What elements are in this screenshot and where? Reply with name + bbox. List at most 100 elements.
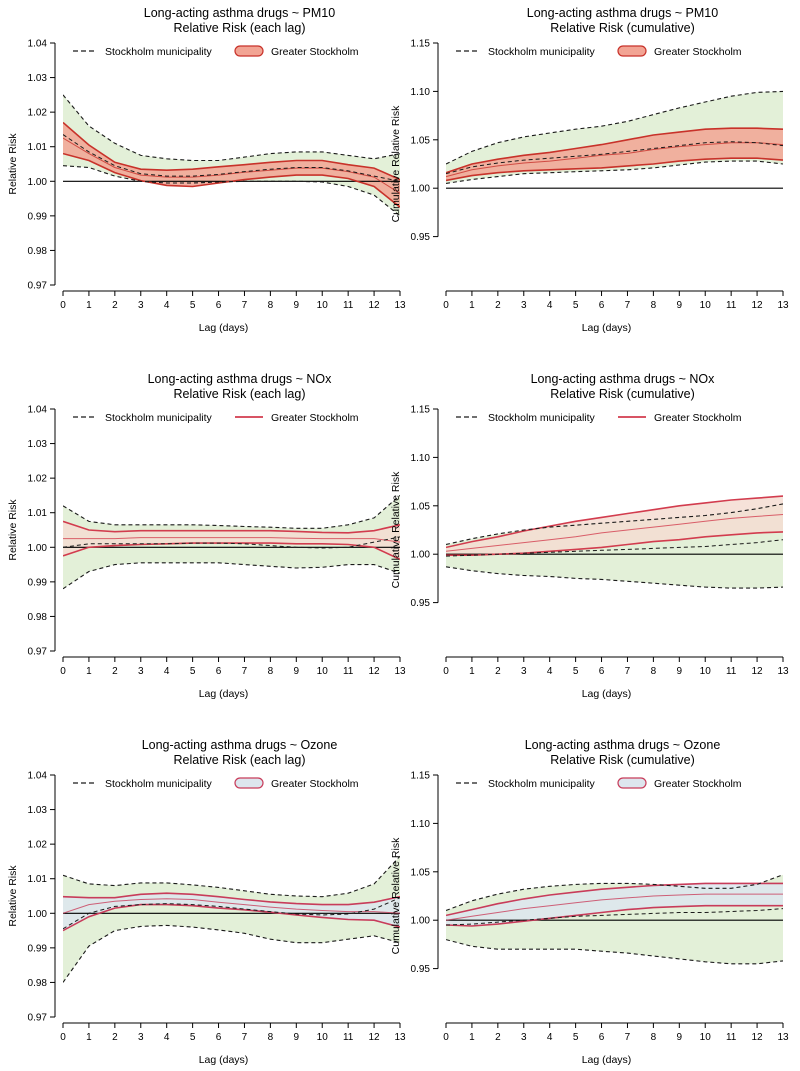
- ozone-each-title: Long-acting asthma drugs ~ Ozone: [142, 738, 338, 752]
- pm10-each-y-label: Relative Risk: [7, 133, 19, 195]
- nox-cum-municipality-upper-line: [446, 503, 783, 546]
- pm10-cum-x-tick-label: 11: [726, 300, 737, 311]
- pm10-each-x-tick-label: 2: [112, 300, 118, 311]
- pm10-cum-greater-estimate-line: [446, 142, 783, 178]
- nox-each-y-tick-label: 1.02: [28, 474, 48, 485]
- ozone-each-y-tick-label: 1.00: [28, 909, 48, 920]
- pm10-cum-municipality-upper-line: [446, 90, 783, 165]
- ozone-each-x-tick-label: 7: [242, 1032, 248, 1043]
- pm10-cum-x-tick-label: 3: [521, 300, 527, 311]
- ozone-cum-greater-lower-line: [446, 904, 783, 927]
- nox-each-greater-estimate-line: [63, 537, 400, 543]
- nox-cum-y-tick-label: 1.05: [411, 501, 431, 512]
- pm10-each-x-tick-label: 1: [86, 300, 92, 311]
- pm10-cum-greater-upper-line: [446, 127, 783, 174]
- ozone-cum-plot-area: [446, 874, 783, 965]
- ozone-each-x-label: Lag (days): [199, 1054, 249, 1066]
- pm10-cum-legend-municipality-label: Stockholm municipality: [488, 46, 596, 58]
- pm10-each-plot-area: [63, 94, 400, 217]
- nox-cum-x-tick-label: 2: [495, 666, 501, 677]
- nox-cum-panel: 0.951.001.051.101.150 1 2 3 4 5 6 7 8 9 10 11 12 13Lo…: [390, 372, 789, 700]
- nox-each-x-tick-label: 0: [60, 666, 66, 677]
- pm10-each-y-tick-label: 0.99: [28, 211, 48, 222]
- nox-each-title: Long-acting asthma drugs ~ NOx: [148, 372, 333, 386]
- pm10-cum-x-tick-label: 9: [677, 300, 683, 311]
- nox-cum-legend-municipality-label: Stockholm municipality: [488, 412, 596, 424]
- ozone-cum-x-tick-label: 3: [521, 1032, 527, 1043]
- pm10-cum-y-tick-label: 1.00: [411, 184, 431, 195]
- ozone-each-x-tick-label: 13: [394, 1032, 406, 1043]
- pm10-each-y-tick-label: 1.04: [28, 39, 48, 50]
- ozone-each-x-tick-label: 4: [164, 1032, 170, 1043]
- nox-each-y-tick-label: 1.03: [28, 439, 48, 450]
- pm10-each-y-tick-label: 1.03: [28, 73, 48, 84]
- pm10-cum-municipality-lower-line: [446, 160, 783, 184]
- pm10-cum-x-tick-label: 1: [469, 300, 475, 311]
- ozone-cum-y-tick-label: 1.15: [411, 771, 431, 782]
- pm10-cum-y-tick-label: 1.10: [411, 87, 431, 98]
- ozone-each-y-tick-label: 1.01: [28, 874, 48, 885]
- pm10-cum-municipality-estimate-line: [446, 141, 783, 175]
- ozone-each-panel: 0.970.980.991.001.011.021.031.040 1 2 3 4 5 6 7…: [7, 738, 406, 1066]
- pm10-each-x-tick-label: 9: [294, 300, 300, 311]
- pm10-each-title: Long-acting asthma drugs ~ PM10: [144, 6, 335, 20]
- pm10-each-x-tick-label: 6: [216, 300, 222, 311]
- ozone-cum-x-tick-label: 1: [469, 1032, 475, 1043]
- pm10-cum-x-tick-label: 8: [651, 300, 657, 311]
- pm10-each-y-tick-label: 0.98: [28, 246, 48, 257]
- ozone-cum-y-tick-label: 1.05: [411, 867, 431, 878]
- nox-each-x-tick-label: 7: [242, 666, 248, 677]
- ozone-cum-x-tick-label: 6: [599, 1032, 605, 1043]
- pm10-each-legend-greater-label: Greater Stockholm: [271, 46, 359, 58]
- ozone-each-x-tick-label: 9: [294, 1032, 300, 1043]
- nox-each-x-tick-label: 12: [369, 666, 381, 677]
- nox-each-legend-municipality-label: Stockholm municipality: [105, 412, 213, 424]
- nox-cum-x-tick-label: 6: [599, 666, 605, 677]
- pm10-cum-y-tick-label: 1.15: [411, 39, 431, 50]
- nox-each-x-tick-label: 5: [190, 666, 196, 677]
- ozone-each-plot-area: [63, 855, 400, 983]
- pm10-each-x-tick-label: 0: [60, 300, 66, 311]
- pm10-cum-y-label: Cumulative Relative Risk: [390, 105, 402, 222]
- ozone-cum-x-tick-label: 5: [573, 1032, 579, 1043]
- ozone-cum-y-tick-label: 1.10: [411, 819, 431, 830]
- nox-cum-x-tick-label: 11: [726, 666, 737, 677]
- nox-each-plot-area: [63, 494, 400, 590]
- nox-cum-y-tick-label: 1.00: [411, 550, 431, 561]
- pm10-cum-y-tick-label: 1.05: [411, 135, 431, 146]
- pm10-cum-x-tick-label: 2: [495, 300, 501, 311]
- pm10-each-x-tick-label: 10: [317, 300, 329, 311]
- ozone-cum-y-tick-label: 0.95: [411, 964, 431, 975]
- nox-each-y-tick-label: 1.01: [28, 508, 48, 519]
- ozone-cum-municipality-lower-line: [446, 939, 783, 965]
- pm10-each-legend-municipality-label: Stockholm municipality: [105, 46, 213, 58]
- ozone-cum-x-tick-label: 2: [495, 1032, 501, 1043]
- pm10-each-x-tick-label: 13: [394, 300, 406, 311]
- ozone-each-municipality-upper-line: [63, 855, 400, 898]
- pm10-cum-y-tick-label: 0.95: [411, 232, 431, 243]
- nox-each-subtitle: Relative Risk (each lag): [174, 387, 306, 401]
- ozone-each-y-tick-label: 1.02: [28, 840, 48, 851]
- pm10-each-x-tick-label: 11: [343, 300, 354, 311]
- pm10-cum-plot-area: [446, 90, 783, 189]
- pm10-each-panel: 0.970.980.991.001.011.021.031.040 1 2 3 4 5 6 7…: [7, 6, 406, 334]
- ozone-each-legend-greater-key: [234, 777, 264, 789]
- pm10-each-y-tick-label: 1.00: [28, 177, 48, 188]
- ozone-each-y-tick-label: 1.03: [28, 805, 48, 816]
- ozone-cum-x-tick-label: 13: [777, 1032, 789, 1043]
- pm10-each-y-tick-label: 1.01: [28, 142, 48, 153]
- pm10-cum-x-tick-label: 13: [777, 300, 789, 311]
- nox-cum-subtitle: Relative Risk (cumulative): [550, 387, 694, 401]
- nox-each-x-tick-label: 3: [138, 666, 144, 677]
- pm10-each-municipality-ci-band: [63, 94, 400, 216]
- ozone-each-legend-municipality-label: Stockholm municipality: [105, 778, 213, 790]
- pm10-each-municipality-lower-line: [63, 165, 400, 217]
- nox-each-x-tick-label: 10: [317, 666, 329, 677]
- pm10-each-x-tick-label: 3: [138, 300, 144, 311]
- pm10-cum-x-label: Lag (days): [582, 322, 632, 334]
- nox-each-municipality-lower-line: [63, 562, 400, 590]
- ozone-cum-y-tick-label: 1.00: [411, 916, 431, 927]
- pm10-cum-x-tick-label: 7: [625, 300, 631, 311]
- ozone-cum-panel: 0.951.001.051.101.150 1 2 3 4 5 6 7 8 9 10 11 12 13Lo…: [390, 738, 789, 1066]
